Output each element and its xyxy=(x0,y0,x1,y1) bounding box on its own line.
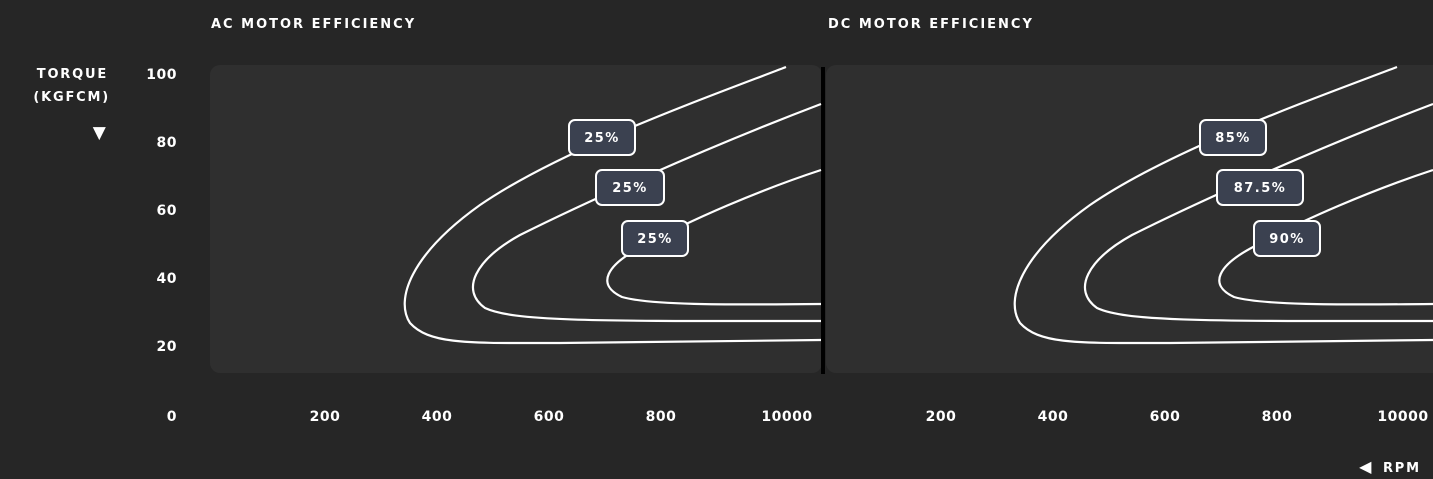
ac-tag-outer-label: 25% xyxy=(584,131,620,146)
panel-divider xyxy=(821,67,825,374)
y-tick-label: 60 xyxy=(157,203,177,219)
x-axis-title: RPM xyxy=(1383,461,1421,476)
dc-chart-title: DC MOTOR EFFICIENCY xyxy=(828,17,1034,32)
dc-tag-middle: 87.5% xyxy=(1216,169,1304,206)
y-tick-label: 100 xyxy=(146,67,177,83)
ac-x-tick-label: 200 xyxy=(310,409,341,425)
y-axis-arrow-icon: ▼ xyxy=(93,123,108,143)
y-tick-label: 20 xyxy=(157,339,177,355)
ac-x-tick-label: 600 xyxy=(534,409,565,425)
dc-curve-inner xyxy=(1218,168,1433,306)
dc-x-tick-label: 200 xyxy=(926,409,957,425)
ac-tag-outer: 25% xyxy=(568,119,636,156)
ac-tag-middle: 25% xyxy=(595,169,665,206)
dc-tag-middle-label: 87.5% xyxy=(1234,181,1287,196)
dc-x-tick-label: 600 xyxy=(1150,409,1181,425)
ac-curve-middle xyxy=(472,102,822,323)
dc-tag-inner: 90% xyxy=(1253,220,1321,257)
ac-x-tick-label: 10000 xyxy=(761,409,812,425)
dc-curves xyxy=(1013,65,1433,345)
ac-x-tick-label: 800 xyxy=(646,409,677,425)
ac-chart-title: AC MOTOR EFFICIENCY xyxy=(211,17,416,32)
dc-x-tick-label: 10000 xyxy=(1377,409,1428,425)
y-axis-title-line1: TORQUE xyxy=(37,67,108,82)
y-tick-label: 0 xyxy=(167,409,177,425)
dc-tag-outer: 85% xyxy=(1199,119,1267,156)
dc-curve-outer xyxy=(1013,65,1433,345)
dc-plot-area xyxy=(826,65,1433,373)
y-tick-label: 80 xyxy=(157,135,177,151)
ac-curves xyxy=(403,65,822,345)
y-axis-title-line2: (KGFCM) xyxy=(33,90,110,105)
ac-curve-outer xyxy=(403,65,822,345)
dc-tag-outer-label: 85% xyxy=(1215,131,1251,146)
ac-tag-inner: 25% xyxy=(621,220,689,257)
ac-x-tick-label: 400 xyxy=(422,409,453,425)
dc-curve-middle xyxy=(1084,102,1433,323)
y-tick-label: 40 xyxy=(157,271,177,287)
y-axis-ticks: 0 20 40 60 80 100 xyxy=(146,67,177,425)
dc-x-tick-label: 400 xyxy=(1038,409,1069,425)
x-axis-ticks: 200 400 600 800 10000 200 400 600 800 10000 xyxy=(310,409,1428,425)
dc-tag-inner-label: 90% xyxy=(1269,232,1305,247)
dc-x-tick-label: 800 xyxy=(1262,409,1293,425)
ac-tag-inner-label: 25% xyxy=(637,232,673,247)
x-axis-arrow-icon: ◀ xyxy=(1359,457,1373,476)
ac-tag-middle-label: 25% xyxy=(612,181,648,196)
ac-plot-area xyxy=(210,65,822,373)
ac-curve-inner xyxy=(606,168,822,306)
